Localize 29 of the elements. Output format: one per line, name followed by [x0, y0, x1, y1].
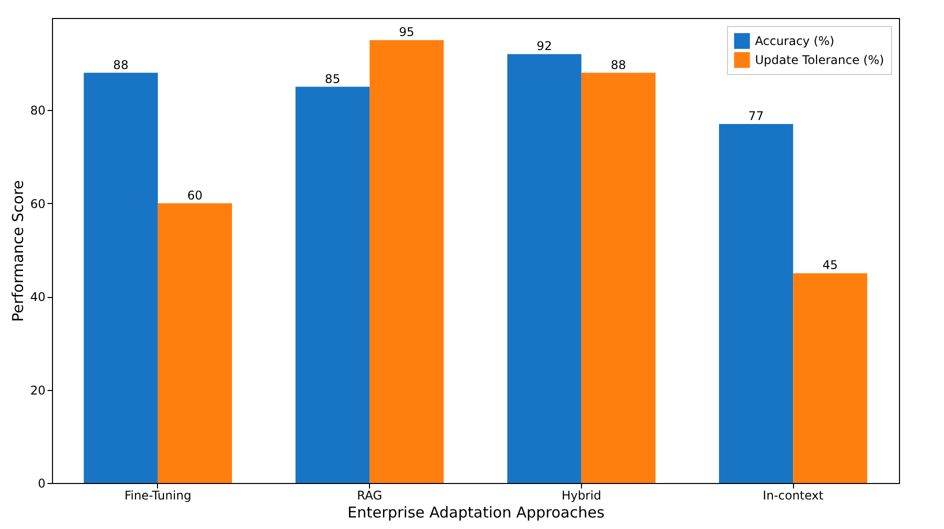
bar — [296, 86, 370, 483]
y-tick-label: 80 — [30, 104, 46, 118]
data-label: 88 — [113, 58, 128, 72]
data-label: 77 — [748, 109, 764, 124]
bar — [719, 124, 794, 483]
x-tick-label: In-context — [762, 488, 824, 502]
y-tick-label: 0 — [38, 476, 46, 490]
x-axis-title: Enterprise Adaptation Approaches — [347, 504, 605, 522]
legend-label: Accuracy (%) — [755, 34, 834, 48]
data-label: 88 — [610, 58, 626, 72]
x-tick-label: Fine-Tuning — [124, 488, 192, 502]
y-tick-label: 20 — [30, 383, 46, 398]
y-tick-label: 40 — [30, 290, 46, 304]
y-axis-title: Performance Score — [9, 180, 28, 322]
legend-label: Update Tolerance (%) — [755, 53, 884, 67]
bar — [370, 40, 444, 483]
data-label: 60 — [187, 188, 203, 202]
bar — [793, 273, 868, 483]
y-tick-label: 60 — [30, 196, 46, 211]
x-tick-label: Hybrid — [562, 488, 602, 502]
bar — [158, 203, 232, 483]
bar — [507, 54, 582, 483]
bar — [84, 72, 158, 483]
x-tick-label: RAG — [357, 488, 382, 502]
data-label: 85 — [324, 72, 340, 86]
data-label: 92 — [536, 39, 552, 54]
data-label: 45 — [822, 258, 838, 272]
data-label: 95 — [399, 25, 414, 40]
bar — [581, 72, 656, 483]
